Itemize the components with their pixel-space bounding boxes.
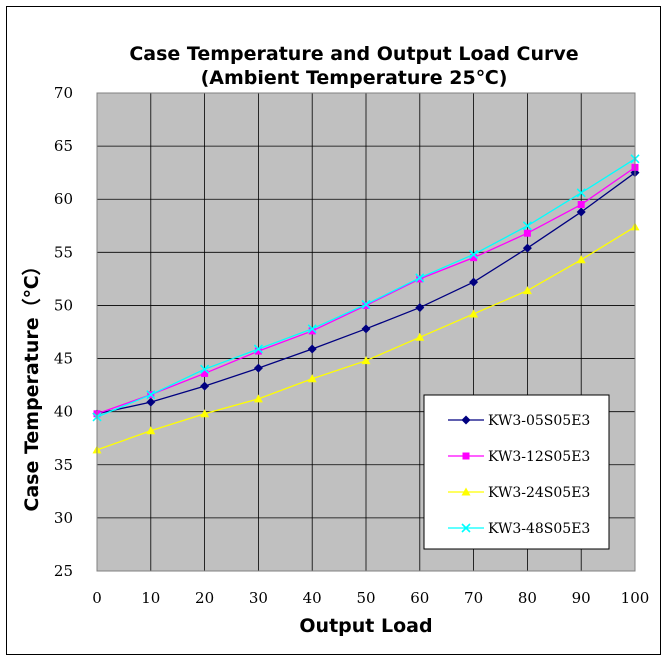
data-point xyxy=(522,286,532,295)
x-tick-label: 80 xyxy=(518,589,537,607)
data-point xyxy=(146,390,156,400)
y-tick-label: 65 xyxy=(54,137,73,155)
data-point xyxy=(522,243,532,253)
legend-marker xyxy=(461,487,471,496)
y-tick-label: 35 xyxy=(54,456,73,474)
data-point xyxy=(307,324,317,334)
x-tick-label: 10 xyxy=(141,589,160,607)
plot-area: 0 10 20 30 40 50 60 70 80 90 100 25 30 35 40 45 50 55 60 65… xyxy=(54,84,649,607)
data-point xyxy=(254,347,262,355)
data-point xyxy=(415,332,425,341)
x-tick-label: 60 xyxy=(410,589,429,607)
data-point xyxy=(576,255,586,264)
legend-label: KW3-12S05E3 xyxy=(488,449,590,465)
y-tick-label: 30 xyxy=(54,509,73,527)
data-point xyxy=(415,273,425,283)
data-point xyxy=(470,254,478,262)
y-tick-label: 60 xyxy=(54,190,73,208)
data-point xyxy=(200,364,210,374)
legend-marker xyxy=(461,523,471,533)
data-point xyxy=(200,381,210,391)
data-point xyxy=(307,344,317,354)
data-point xyxy=(577,201,585,209)
data-point xyxy=(200,409,210,418)
data-point xyxy=(576,188,586,198)
data-point xyxy=(415,303,425,313)
x-tick-label: 100 xyxy=(621,589,650,607)
data-point xyxy=(253,394,263,403)
data-point xyxy=(307,374,317,383)
x-tick-label: 0 xyxy=(92,589,102,607)
y-tick-label: 50 xyxy=(54,296,73,314)
plot-border xyxy=(96,92,636,572)
legend-marker xyxy=(462,452,470,460)
legend-label: KW3-48S05E3 xyxy=(488,521,590,537)
data-point xyxy=(361,324,371,334)
data-point xyxy=(253,344,263,354)
data-point xyxy=(469,249,479,260)
legend-marker xyxy=(461,415,471,425)
y-tick-label: 55 xyxy=(54,243,73,261)
data-point xyxy=(308,327,316,335)
y-tick-label: 70 xyxy=(54,84,73,102)
legend-label: KW3-24S05E3 xyxy=(488,485,590,501)
x-axis-title: Output Load xyxy=(299,615,432,637)
data-point xyxy=(469,277,479,287)
x-tick-label: 70 xyxy=(464,589,483,607)
legend-box xyxy=(423,394,610,550)
y-tick-label: 45 xyxy=(54,350,73,368)
y-tick-label: 40 xyxy=(54,403,73,421)
x-tick-label: 50 xyxy=(356,589,375,607)
data-point xyxy=(146,426,156,435)
chart-title: Case Temperature and Output Load Curve xyxy=(129,43,578,65)
data-point xyxy=(361,356,371,365)
data-point xyxy=(146,397,156,407)
chart-subtitle: (Ambient Temperature 25℃) xyxy=(201,67,508,89)
legend: KW3-05S05E3 KW3-12S05E3 KW3-24S05E3 KW3-48S… xyxy=(423,394,610,550)
x-tick-label: 30 xyxy=(249,589,268,607)
data-point xyxy=(201,369,209,377)
y-tick-label: 25 xyxy=(54,562,73,580)
y-axis-title: Case Temperature（℃） xyxy=(20,256,43,511)
data-point xyxy=(523,229,531,237)
data-point xyxy=(253,363,263,373)
x-tick-label: 20 xyxy=(195,589,214,607)
x-tick-label: 40 xyxy=(303,589,322,607)
data-point xyxy=(361,299,371,309)
data-point xyxy=(469,309,479,318)
data-point xyxy=(576,207,586,217)
legend-label: KW3-05S05E3 xyxy=(488,413,590,429)
data-point xyxy=(522,221,532,231)
x-tick-label: 90 xyxy=(572,589,591,607)
